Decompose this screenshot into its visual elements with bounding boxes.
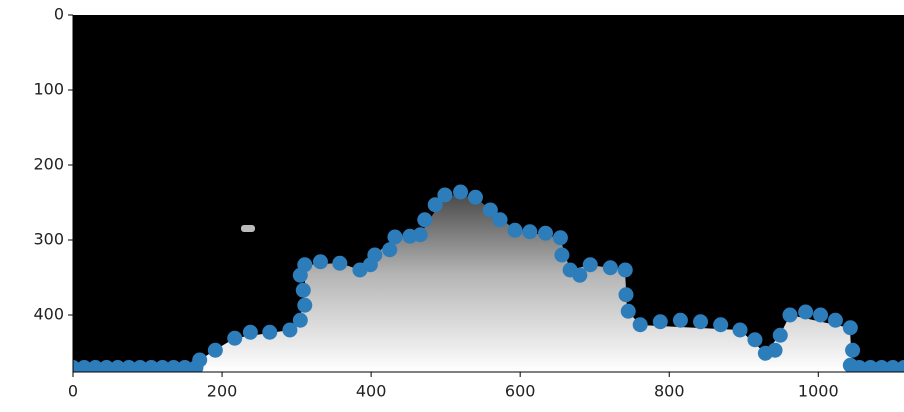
scatter-point [653, 314, 668, 329]
scatter-point [813, 308, 828, 323]
scatter-point [673, 313, 688, 328]
scatter-point [387, 230, 402, 245]
scatter-point [417, 212, 432, 227]
scatter-point [313, 254, 328, 269]
y-tick-label: 200 [33, 155, 64, 174]
scatter-point [633, 317, 648, 332]
x-tick-label: 400 [356, 382, 387, 401]
scatter-point [382, 242, 397, 257]
scatter-point [554, 248, 569, 263]
x-tick-label: 1000 [798, 382, 839, 401]
scatter-point [693, 314, 708, 329]
scatter-point [493, 212, 508, 227]
scatter-point [828, 313, 843, 328]
scatter-point [768, 343, 783, 358]
scatter-point [553, 230, 568, 245]
scatter-point [413, 227, 428, 242]
scatter-point [522, 224, 537, 239]
scatter-point [773, 328, 788, 343]
scatter-point [798, 305, 813, 320]
scatter-point [621, 304, 636, 319]
page: {"chart_data": {"type": "scatter", "x": … [0, 0, 904, 412]
scatter-point [538, 226, 553, 241]
y-tick-label: 400 [33, 305, 64, 324]
scatter-point [208, 343, 223, 358]
scatter-point [603, 260, 618, 275]
x-tick-label: 200 [207, 382, 238, 401]
y-tick-label: 0 [54, 5, 64, 24]
scatter-point [583, 257, 598, 272]
scatter-point [227, 331, 242, 346]
x-tick-label: 600 [505, 382, 536, 401]
scatter-point [713, 317, 728, 332]
scatter-point [843, 320, 858, 335]
x-tick-label: 0 [68, 382, 78, 401]
scatter-point [243, 325, 258, 340]
x-tick-label: 800 [654, 382, 685, 401]
scatter-point [262, 325, 277, 340]
scatter-point [297, 298, 312, 313]
y-tick-label: 100 [33, 80, 64, 99]
scatter-point [845, 343, 860, 358]
scatter-point [453, 185, 468, 200]
scatter-point [507, 223, 522, 238]
scatter-point [437, 188, 452, 203]
scatter-point [296, 283, 311, 298]
scatter-point [747, 332, 762, 347]
scatter-point [367, 248, 382, 263]
scatter-point [782, 308, 797, 323]
scatter-point [297, 257, 312, 272]
scatter-point [618, 263, 633, 278]
chart: 0 200 400 600 800 1000 0 100 200 300 400 [0, 0, 904, 412]
scatter-point [293, 313, 308, 328]
image-blob [241, 225, 255, 232]
scatter-point [332, 256, 347, 271]
scatter-point [192, 353, 207, 368]
scatter-point [619, 287, 634, 302]
scatter-point [468, 190, 483, 205]
y-tick-label: 300 [33, 230, 64, 249]
scatter-point [733, 323, 748, 338]
